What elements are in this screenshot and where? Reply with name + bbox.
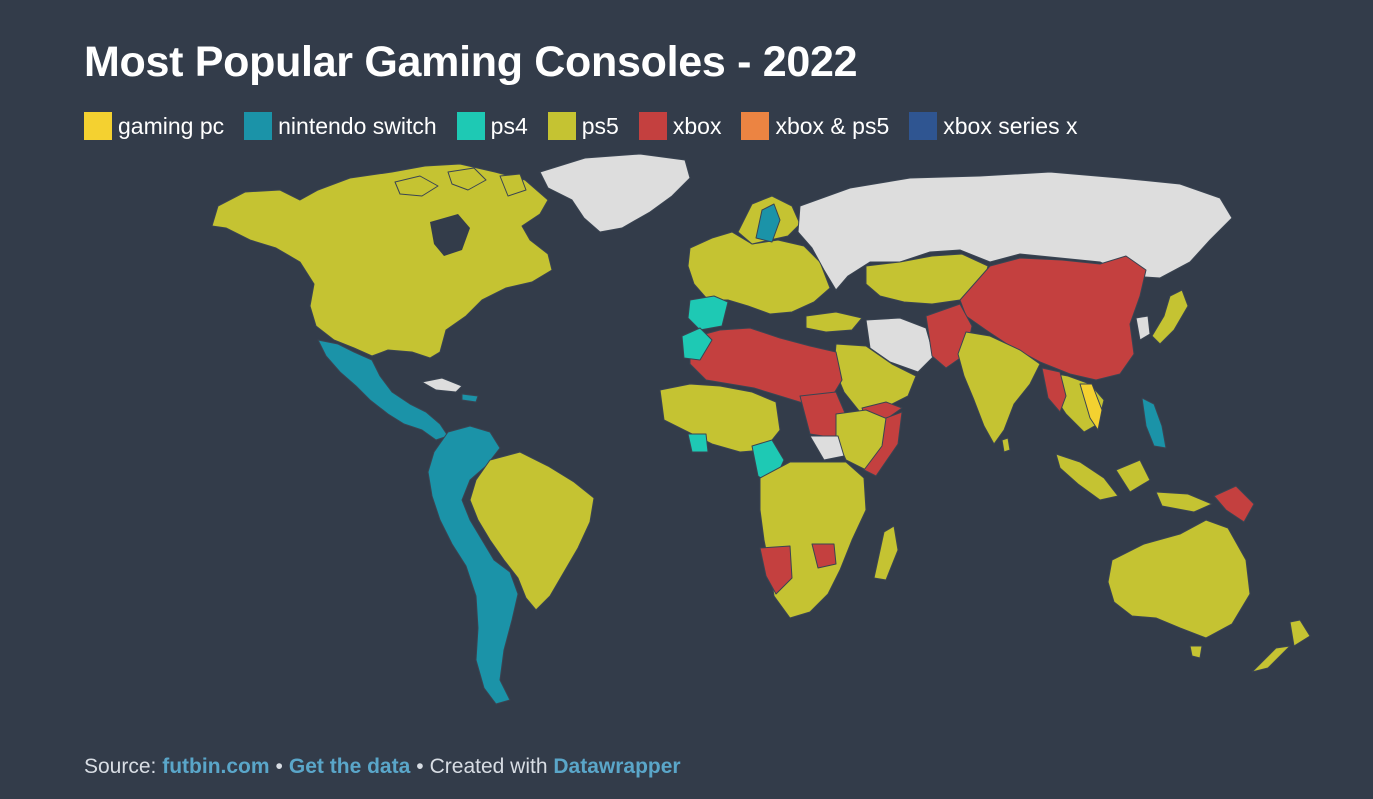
region-vietnam[interactable]	[1079, 383, 1103, 431]
created-with-text: Created with	[429, 755, 554, 778]
region-greenland[interactable]	[539, 153, 691, 233]
region-sweden[interactable]	[755, 203, 781, 243]
page-title: Most Popular Gaming Consoles - 2022	[84, 38, 858, 86]
legend: gaming pc nintendo switch ps4 ps5 xbox x…	[84, 112, 1097, 140]
legend-item-nintendo-switch[interactable]: nintendo switch	[244, 112, 437, 140]
separator: •	[275, 755, 283, 778]
region-west-africa[interactable]	[659, 383, 781, 453]
legend-label: gaming pc	[118, 112, 225, 139]
region-sri-lanka[interactable]	[1001, 437, 1011, 453]
legend-item-ps4[interactable]: ps4	[456, 112, 528, 140]
source-link[interactable]: futbin.com	[162, 755, 270, 778]
legend-item-xbox-series-x[interactable]: xbox series x	[909, 112, 1077, 140]
legend-label: nintendo switch	[278, 112, 437, 139]
region-north-america[interactable]	[211, 163, 553, 359]
legend-swatch	[244, 112, 273, 140]
region-hudson-bay	[430, 214, 470, 256]
region-myanmar[interactable]	[1041, 367, 1067, 413]
region-papua[interactable]	[1213, 485, 1255, 523]
region-india[interactable]	[957, 331, 1041, 445]
legend-swatch	[909, 112, 938, 140]
region-turkey[interactable]	[805, 311, 863, 333]
region-south-america-west[interactable]	[427, 425, 519, 705]
separator: •	[416, 755, 424, 778]
region-namibia[interactable]	[759, 545, 793, 595]
datawrapper-link[interactable]: Datawrapper	[553, 755, 681, 778]
legend-swatch	[84, 112, 112, 140]
region-indonesia[interactable]	[1055, 453, 1213, 513]
region-tasmania[interactable]	[1189, 645, 1203, 659]
legend-label: ps4	[490, 112, 528, 139]
region-brazil[interactable]	[469, 451, 595, 611]
world-map[interactable]	[0, 148, 1373, 728]
source-note: Source: futbin.com • Get the data • Created …	[84, 755, 681, 779]
legend-swatch	[741, 112, 770, 140]
region-iran[interactable]	[865, 317, 935, 373]
legend-swatch	[547, 112, 576, 140]
legend-swatch	[638, 112, 667, 140]
region-philippines[interactable]	[1141, 397, 1167, 449]
source-prefix: Source:	[84, 755, 163, 778]
legend-label: xbox	[672, 112, 722, 139]
region-korea[interactable]	[1135, 315, 1151, 341]
region-arctic-islands[interactable]	[394, 167, 527, 197]
legend-item-gaming-pc[interactable]: gaming pc	[84, 112, 224, 140]
legend-item-xbox[interactable]: xbox	[638, 112, 722, 140]
region-morocco[interactable]	[681, 327, 713, 361]
region-new-zealand[interactable]	[1251, 619, 1311, 673]
region-cuba[interactable]	[421, 377, 463, 393]
region-central-africa[interactable]	[759, 461, 867, 619]
region-europe[interactable]	[687, 231, 831, 315]
legend-label: ps5	[581, 112, 619, 139]
region-australia[interactable]	[1107, 519, 1251, 639]
legend-label: xbox & ps5	[775, 112, 890, 139]
region-zimbabwe[interactable]	[811, 543, 837, 569]
region-caribbean[interactable]	[461, 393, 479, 403]
region-iberia[interactable]	[687, 295, 729, 331]
region-south-sudan[interactable]	[809, 435, 845, 461]
region-ivory-coast[interactable]	[687, 433, 709, 453]
legend-item-ps5[interactable]: ps5	[547, 112, 619, 140]
region-japan[interactable]	[1151, 289, 1189, 345]
region-somalia[interactable]	[863, 411, 903, 477]
get-data-link[interactable]: Get the data	[288, 755, 411, 778]
region-madagascar[interactable]	[873, 525, 899, 581]
legend-swatch	[456, 112, 485, 140]
legend-item-xbox-and-ps5[interactable]: xbox & ps5	[741, 112, 889, 140]
legend-label: xbox series x	[943, 112, 1078, 139]
